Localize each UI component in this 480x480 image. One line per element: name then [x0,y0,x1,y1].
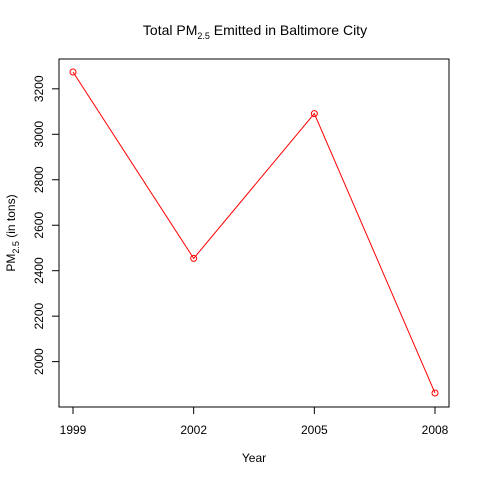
plot-frame [58,58,450,408]
x-axis-label: Year [242,451,266,465]
x-tick-label-3: 2008 [422,423,449,437]
data-point-3 [431,389,439,397]
y-axis-label-prefix: PM [4,254,18,272]
x-tick-label-2: 2005 [301,423,328,437]
x-tick-label-0: 1999 [60,423,87,437]
series-layer [69,68,439,397]
y-tick-label-0: 2000 [32,348,46,375]
x-tick-label-1: 2002 [180,423,207,437]
y-tick-label-6: 3200 [32,75,46,102]
chart-title: Total PM2.5 Emitted in Baltimore City [143,22,367,41]
chart-title-suffix: Emitted in Baltimore City [210,22,367,38]
y-tick-label-5: 3000 [32,121,46,148]
series-line-0 [72,71,436,394]
data-point-1 [190,254,198,262]
y-axis-label: PM2.5 (in tons) [4,194,21,271]
y-axis: 2000 2200 2400 2600 2800 3000 3200 [32,75,59,375]
data-point-0 [69,68,77,76]
y-tick-label-1: 2200 [32,302,46,329]
y-tick-label-3: 2600 [32,212,46,239]
chart-title-subscript: 2.5 [197,31,210,41]
y-tick-label-2: 2400 [32,257,46,284]
y-tick-label-4: 2800 [32,166,46,193]
data-point-2 [310,110,318,118]
y-axis-label-suffix: (in tons) [4,194,18,241]
x-axis: 1999 2002 2005 2008 [60,407,449,437]
chart-title-prefix: Total PM [143,22,197,38]
y-axis-label-subscript: 2.5 [11,241,21,254]
